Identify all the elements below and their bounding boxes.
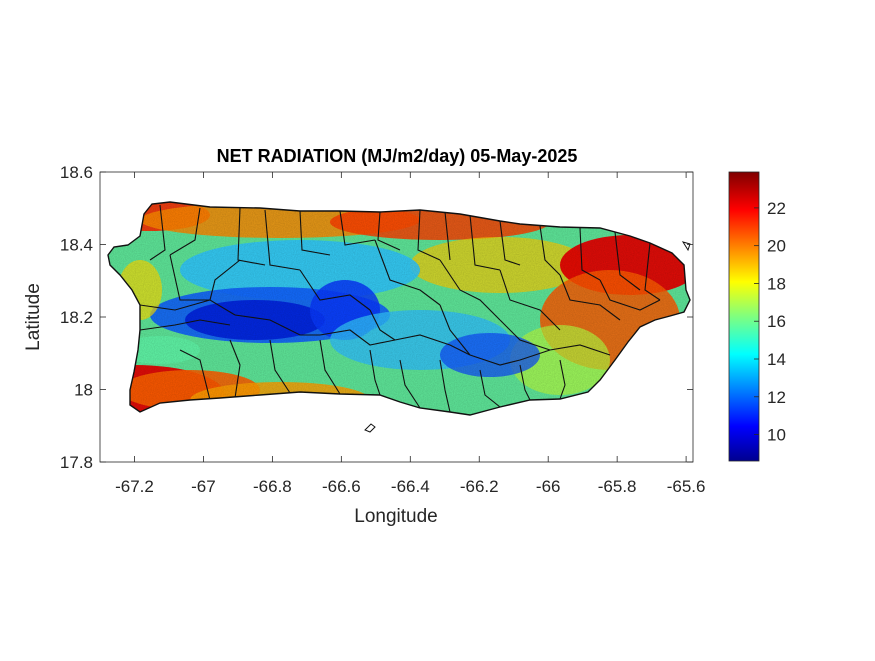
colorbar-ticks: 10 12 14 16 18 20 22 <box>754 199 786 445</box>
colorbar <box>728 171 760 462</box>
y-tick-label: 18.4 <box>60 236 93 255</box>
colorbar-tick-label: 18 <box>767 274 786 293</box>
small-island <box>681 241 691 252</box>
x-tick-label: -66 <box>536 477 561 496</box>
y-tick-label: 18 <box>74 381 93 400</box>
colorbar-tick-label: 22 <box>767 199 786 218</box>
y-ticks: 17.8 18 18.2 18.4 18.6 <box>60 163 693 472</box>
colorbar-tick-label: 14 <box>767 350 786 369</box>
x-axis-label: Longitude <box>354 506 437 527</box>
colorbar-tick-label: 12 <box>767 388 786 407</box>
chart-title: NET RADIATION (MJ/m2/day) 05-May-2025 <box>217 146 578 166</box>
x-tick-label: -66.4 <box>391 477 430 496</box>
colorbar-tick-label: 20 <box>767 237 786 256</box>
x-tick-label: -67 <box>191 477 216 496</box>
y-tick-label: 17.8 <box>60 453 93 472</box>
x-tick-label: -66.6 <box>322 477 361 496</box>
colorbar-tick-label: 16 <box>767 312 786 331</box>
x-tick-label: -65.6 <box>667 477 706 496</box>
y-axis-label: Latitude <box>23 283 44 351</box>
y-tick-label: 18.2 <box>60 308 93 327</box>
x-tick-label: -65.8 <box>598 477 637 496</box>
small-island <box>364 423 376 433</box>
municipality-boundaries <box>139 204 661 413</box>
x-tick-label: -66.8 <box>253 477 292 496</box>
x-ticks: -67.2 -67 -66.8 -66.6 -66.4 -66.2 -66 -65.8 -65.… <box>115 172 705 496</box>
colorbar-tick-label: 10 <box>767 426 786 445</box>
x-tick-label: -67.2 <box>115 477 154 496</box>
x-tick-label: -66.2 <box>460 477 499 496</box>
y-tick-label: 18.6 <box>60 163 93 182</box>
